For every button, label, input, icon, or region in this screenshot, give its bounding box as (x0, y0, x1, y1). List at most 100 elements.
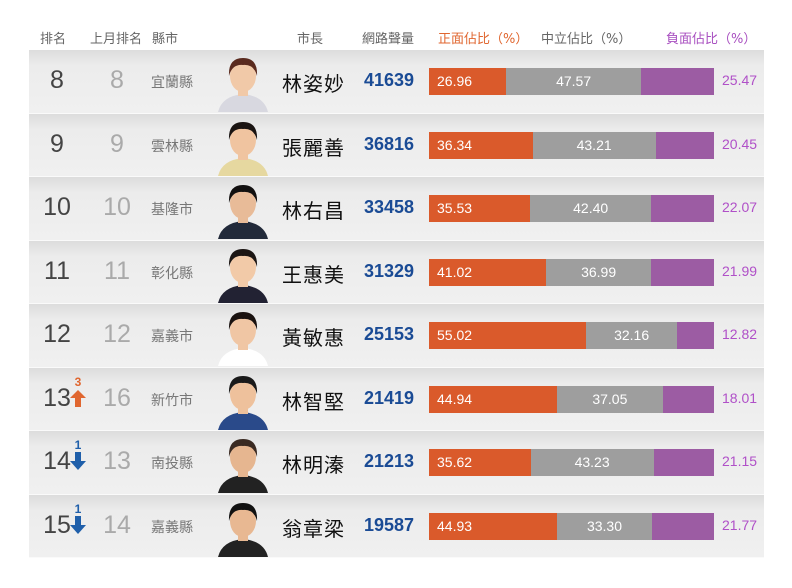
mayor-name: 林明溱 (282, 453, 345, 477)
positive-segment: 55.02 (429, 322, 586, 349)
header-mayor: 市長 (297, 32, 324, 47)
rank-change: 1 (70, 439, 86, 471)
table-row: 9 9 雲林縣 張麗善 36816 36.34 43.21 20.45 (29, 113, 764, 177)
county: 嘉義縣 (151, 519, 193, 536)
negative-segment (677, 322, 714, 349)
positive-segment: 36.34 (429, 131, 533, 159)
mayor-photo (214, 243, 272, 303)
negative-segment (651, 195, 714, 222)
header-negative: 負面佔比（%） (666, 32, 757, 47)
table-row: 12 12 嘉義市 黃敏惠 25153 55.02 32.16 12.82 (29, 304, 764, 368)
neutral-segment: 37.05 (557, 385, 663, 413)
mayor-name: 王惠美 (282, 262, 345, 287)
rank: 15 (43, 510, 71, 539)
rank-change-value: 3 (74, 374, 82, 389)
portrait-icon (218, 502, 268, 557)
portrait-icon (218, 121, 268, 176)
header-prev-rank: 上月排名 (90, 32, 143, 47)
volume-count: 21213 (364, 451, 415, 471)
mayor-name: 林姿妙 (282, 72, 345, 96)
negative-value: 21.15 (722, 453, 758, 469)
sentiment-bar: 36.34 43.21 (429, 131, 714, 159)
county: 基隆市 (151, 202, 193, 218)
mayor-photo (214, 433, 272, 493)
sentiment-bar: 55.02 32.16 (429, 322, 714, 349)
prev-rank: 14 (103, 510, 131, 539)
mayor-photo (214, 497, 272, 557)
header-neutral: 中立佔比（%） (541, 32, 632, 47)
negative-segment (662, 385, 714, 413)
mayor-name: 林智堅 (282, 389, 345, 414)
rank: 13 (43, 383, 71, 412)
sentiment-bar: 35.53 42.40 (429, 195, 714, 222)
neutral-segment: 47.57 (505, 68, 642, 95)
header-volume: 網路聲量 (362, 32, 415, 47)
table-row: 13 3 16 新竹市 林智堅 21419 44.94 37.05 18.01 (29, 367, 764, 431)
positive-segment: 41.02 (429, 258, 546, 286)
volume-count: 21419 (364, 387, 415, 408)
mayor-name: 黃敏惠 (282, 326, 345, 350)
negative-value: 21.77 (722, 516, 758, 533)
table-header: 排名 上月排名 縣市 市長 網路聲量 正面佔比（%） 中立佔比（%） 負面佔比（… (0, 24, 792, 47)
arrow-down-icon (70, 452, 86, 470)
volume-count: 31329 (364, 260, 415, 281)
negative-segment (651, 512, 714, 540)
sentiment-bar: 26.96 47.57 (429, 68, 714, 95)
mayor-photo (214, 306, 272, 366)
mayor-name: 林右昌 (282, 199, 345, 223)
positive-segment: 44.93 (429, 512, 558, 540)
arrow-down-icon (70, 515, 86, 534)
mayor-name: 張麗善 (282, 135, 345, 160)
table-row: 14 1 13 南投縣 林明溱 21213 35.62 43.23 21.15 (29, 431, 764, 495)
rank-change: 1 (70, 503, 86, 535)
negative-value: 22.07 (722, 199, 758, 215)
county: 嘉義市 (151, 329, 193, 345)
rank: 14 (43, 447, 71, 475)
neutral-segment: 32.16 (585, 322, 678, 349)
prev-rank: 11 (104, 256, 130, 285)
neutral-segment: 43.23 (530, 449, 654, 476)
prev-rank: 9 (110, 129, 124, 158)
mayor-name: 翁章梁 (282, 516, 345, 541)
county: 彰化縣 (151, 265, 193, 282)
portrait-icon (218, 312, 268, 366)
negative-segment (651, 258, 714, 286)
rank: 11 (44, 256, 70, 285)
arrow-up-icon (70, 389, 86, 407)
table-row: 11 11 彰化縣 王惠美 31329 41.02 36.99 21.99 (29, 240, 764, 304)
county: 南投縣 (151, 456, 193, 472)
sentiment-bar: 44.93 33.30 (429, 512, 714, 540)
table-row: 10 10 基隆市 林右昌 33458 35.53 42.40 22.07 (29, 177, 764, 241)
header-rank: 排名 (40, 32, 67, 47)
mayor-photo (214, 179, 272, 239)
volume-count: 41639 (364, 70, 415, 90)
volume-count: 19587 (364, 514, 415, 535)
mayor-photo (214, 52, 272, 112)
positive-segment: 35.53 (429, 195, 531, 222)
rank-change-value: 1 (74, 501, 82, 516)
sentiment-bar: 44.94 37.05 (429, 385, 714, 413)
neutral-segment: 33.30 (557, 512, 652, 540)
rank: 12 (43, 320, 71, 348)
neutral-segment: 43.21 (532, 131, 656, 159)
portrait-icon (218, 58, 268, 112)
positive-segment: 26.96 (429, 68, 506, 95)
mayor-photo (214, 370, 272, 430)
header-county: 縣市 (152, 32, 179, 47)
prev-rank: 8 (110, 66, 124, 94)
negative-value: 20.45 (722, 135, 758, 152)
table-row: 15 1 14 嘉義縣 翁章梁 19587 44.93 33.30 21.77 (29, 494, 764, 558)
prev-rank: 10 (103, 193, 131, 221)
ranking-table: 8 8 宜蘭縣 林姿妙 41639 26.96 47.57 25.47 9 9 … (29, 50, 764, 558)
portrait-icon (218, 248, 268, 303)
negative-value: 21.99 (722, 262, 758, 279)
table-row: 8 8 宜蘭縣 林姿妙 41639 26.96 47.57 25.47 (29, 50, 764, 114)
rank-change-value: 1 (74, 438, 82, 452)
prev-rank: 12 (103, 320, 131, 348)
negative-value: 18.01 (722, 389, 758, 406)
volume-count: 25153 (364, 324, 415, 344)
rank: 10 (43, 193, 71, 221)
positive-segment: 44.94 (429, 385, 558, 413)
rank-change: 3 (70, 376, 86, 408)
portrait-icon (218, 185, 268, 239)
